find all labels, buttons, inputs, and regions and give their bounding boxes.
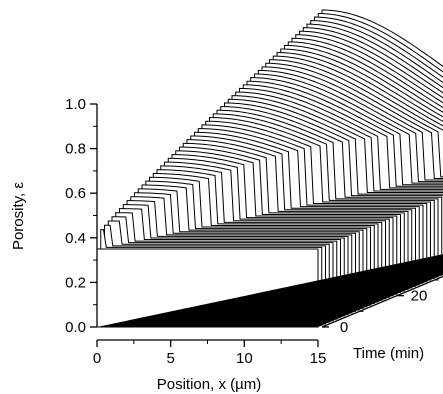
x-tick-label: 15 <box>310 350 327 367</box>
base-floor <box>97 254 443 327</box>
y-ticks: 0.0 0.2 0.4 0.6 0.8 1.0 <box>65 96 97 336</box>
y-tick-label: 1.0 <box>65 96 86 113</box>
y-tick-label: 0.4 <box>65 230 86 247</box>
y-tick-label: 0.2 <box>65 274 86 291</box>
x-tick-label: 0 <box>93 350 101 367</box>
x-axis-title: Position, x (µm) <box>157 376 262 393</box>
time-ticks: 0204060 <box>322 279 439 336</box>
time-tick-label: 20 <box>411 288 428 305</box>
time-tick-label: 0 <box>340 319 348 336</box>
time-axis-title: Time (min) <box>353 345 424 362</box>
y-tick-label: 0.6 <box>65 185 86 202</box>
y-tick-label: 0.0 <box>65 319 86 336</box>
x-tick-label: 10 <box>236 350 253 367</box>
waterfall-traces <box>96 9 443 328</box>
x-ticks: 0 5 10 15 <box>93 340 327 367</box>
y-tick-label: 0.8 <box>65 141 86 158</box>
x-tick-label: 5 <box>166 350 174 367</box>
y-axis-title: Porosity, ε <box>10 182 27 250</box>
